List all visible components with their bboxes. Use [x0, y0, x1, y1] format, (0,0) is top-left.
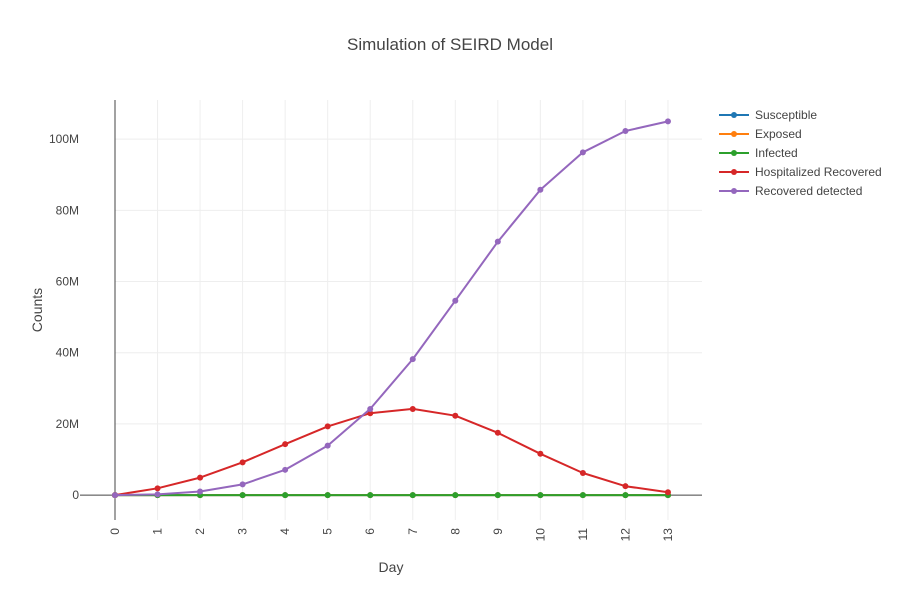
data-point-hospitalized-recovered	[367, 410, 374, 417]
legend-item-hospitalized-recovered: Hospitalized Recovered	[719, 165, 882, 179]
x-axis-title: Day	[379, 559, 404, 575]
data-point-infected	[239, 492, 246, 499]
x-tick-label: 8	[448, 528, 462, 535]
y-tick-label: 0	[72, 488, 79, 502]
legend-marker	[731, 188, 737, 194]
data-point-hospitalized-recovered	[664, 489, 671, 496]
x-tick-label: 12	[618, 528, 632, 542]
data-point-recovered-detected	[409, 356, 416, 363]
x-tick-label: 2	[193, 528, 207, 535]
y-tick-label: 100M	[49, 132, 79, 146]
y-tick-label: 40M	[56, 346, 79, 360]
data-point-recovered-detected	[239, 481, 246, 488]
data-point-recovered-detected	[452, 297, 459, 304]
x-tick-label: 10	[533, 528, 547, 542]
chart-title: Simulation of SEIRD Model	[347, 35, 553, 54]
data-point-hospitalized-recovered	[197, 474, 204, 481]
legend-label: Infected	[755, 146, 798, 160]
data-point-infected	[282, 492, 289, 499]
data-point-recovered-detected	[664, 118, 671, 125]
legend-marker	[731, 169, 737, 175]
series-recovered-detected	[112, 118, 671, 499]
legend: Susceptible Exposed Infected Hospitalized R…	[719, 108, 882, 198]
y-tick-label: 60M	[56, 275, 79, 289]
data-point-hospitalized-recovered	[579, 470, 586, 477]
data-point-infected	[452, 492, 459, 499]
series-hospitalized-recovered	[112, 405, 671, 499]
data-point-recovered-detected	[537, 186, 544, 193]
legend-marker	[731, 112, 737, 118]
x-tick-label: 7	[406, 528, 420, 535]
legend-item-exposed: Exposed	[719, 127, 802, 141]
legend-label: Hospitalized Recovered	[755, 165, 882, 179]
x-tick-label: 5	[321, 528, 335, 535]
legend-item-susceptible: Susceptible	[719, 108, 817, 122]
x-tick-label: 9	[491, 528, 505, 535]
data-point-infected	[579, 492, 586, 499]
data-point-hospitalized-recovered	[537, 450, 544, 457]
legend-marker	[731, 131, 737, 137]
data-point-hospitalized-recovered	[409, 405, 416, 412]
data-point-recovered-detected	[622, 127, 629, 134]
legend-marker	[731, 150, 737, 156]
grid-layer	[115, 100, 702, 520]
data-point-recovered-detected	[282, 466, 289, 473]
data-point-hospitalized-recovered	[154, 485, 161, 492]
x-tick-label: 1	[151, 528, 165, 535]
legend-label: Recovered detected	[755, 184, 862, 198]
data-point-hospitalized-recovered	[494, 429, 501, 436]
data-point-hospitalized-recovered	[324, 423, 331, 430]
data-point-infected	[537, 492, 544, 499]
x-tick-label: 6	[363, 528, 377, 535]
x-tick-label: 13	[661, 528, 675, 542]
data-point-infected	[494, 492, 501, 499]
y-tick-label: 80M	[56, 203, 79, 217]
data-point-hospitalized-recovered	[239, 459, 246, 466]
x-tick-label: 3	[236, 528, 250, 535]
data-point-hospitalized-recovered	[452, 412, 459, 419]
data-point-infected	[324, 492, 331, 499]
data-point-hospitalized-recovered	[622, 483, 629, 490]
series-line-hospitalized-recovered	[114, 407, 669, 497]
data-point-hospitalized-recovered	[282, 441, 289, 448]
legend-label: Exposed	[755, 127, 802, 141]
x-tick-label: 0	[108, 528, 122, 535]
data-point-recovered-detected	[367, 405, 374, 412]
data-point-recovered-detected	[324, 442, 331, 449]
series-layer	[112, 118, 671, 499]
data-point-recovered-detected	[197, 488, 204, 495]
x-tick-label: 4	[278, 528, 292, 535]
legend-item-recovered-detected: Recovered detected	[719, 184, 862, 198]
legend-item-infected: Infected	[719, 146, 798, 160]
legend-label: Susceptible	[755, 108, 817, 122]
data-point-infected	[622, 492, 629, 499]
y-axis-title: Counts	[29, 288, 45, 332]
data-point-recovered-detected	[154, 491, 161, 498]
data-point-infected	[409, 492, 416, 499]
series-infected	[112, 492, 671, 499]
data-point-recovered-detected	[112, 492, 118, 499]
series-line-recovered-detected	[114, 120, 669, 497]
data-point-infected	[367, 492, 374, 499]
y-tick-label: 20M	[56, 417, 79, 431]
x-tick-label: 11	[576, 528, 590, 541]
axes-layer	[80, 100, 702, 520]
data-point-recovered-detected	[579, 149, 586, 156]
data-point-recovered-detected	[494, 238, 501, 245]
